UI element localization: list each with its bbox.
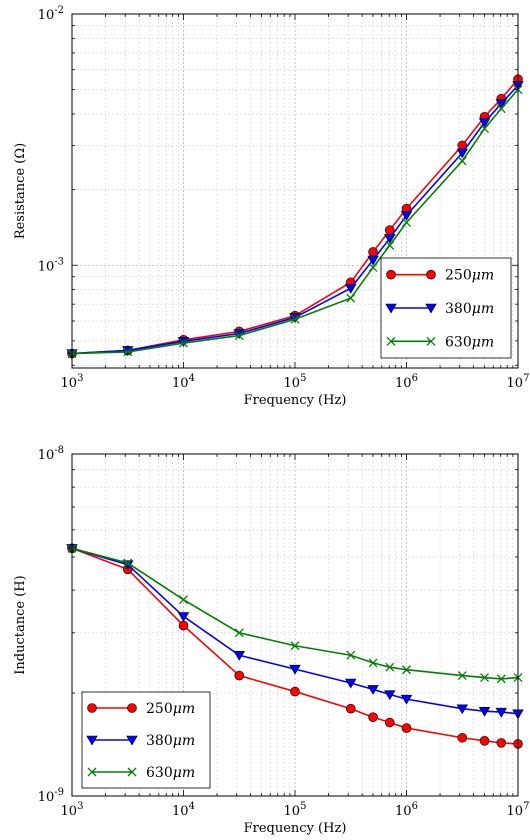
marker-x [386, 336, 396, 346]
legend-entry: 380μm [146, 733, 195, 749]
marker-circle [457, 732, 468, 743]
series-630 [67, 543, 523, 684]
x-tick-label: 104 [172, 801, 195, 819]
marker-x [127, 767, 137, 777]
marker-triangle-down [86, 735, 98, 746]
x-tick-label: 105 [284, 373, 307, 391]
legend-entry: 250μm [146, 701, 195, 717]
marker-x [234, 331, 244, 341]
marker-triangle-down [367, 255, 379, 266]
legend-entry: 630μm [146, 765, 195, 781]
grid [71, 14, 518, 368]
marker-x [123, 558, 133, 568]
marker-triangle-down [345, 284, 357, 294]
marker-x [496, 674, 506, 684]
y-tick-label: 10-3 [38, 256, 64, 274]
marker-circle [401, 723, 412, 733]
marker-triangle-down [385, 303, 397, 314]
marker-x [368, 658, 378, 668]
marker-x [385, 662, 395, 672]
marker-circle [345, 703, 356, 714]
marker-x [368, 262, 378, 272]
marker-triangle-down [400, 694, 413, 705]
marker-x [290, 641, 300, 651]
x-tick-label: 103 [61, 801, 84, 819]
x-tick-label: 106 [395, 801, 418, 819]
series-630 [67, 85, 523, 359]
x-axis-label: Frequency (Hz) [244, 393, 347, 408]
x-tick-label: 107 [507, 801, 530, 819]
marker-circle [127, 703, 137, 713]
marker-triangle-down [289, 664, 301, 675]
legend-entry: 630μm [445, 334, 494, 350]
plot-frame [71, 13, 519, 369]
marker-x [290, 314, 300, 324]
marker-circle [496, 738, 507, 748]
y-axis-label: Resistance (Ω) [13, 143, 28, 239]
legend: 250μm 380μm 630μm [380, 257, 512, 359]
marker-x [179, 338, 188, 348]
marker-x [496, 104, 506, 114]
marker-x [426, 336, 436, 346]
marker-triangle-down [456, 704, 468, 715]
marker-circle [368, 712, 378, 722]
marker-triangle-down [495, 99, 507, 110]
plot-frame [71, 453, 519, 797]
marker-triangle-down [177, 612, 190, 622]
marker-x [385, 240, 395, 250]
marker-x [480, 673, 490, 683]
x-tick-label: 104 [172, 373, 195, 391]
marker-triangle-down [400, 211, 413, 221]
legend: 250μm 380μm 630μm [81, 691, 211, 789]
marker-x [179, 595, 188, 605]
marker-triangle-down [478, 118, 491, 129]
marker-x [346, 650, 356, 660]
legend-entry: 250μm [445, 268, 494, 284]
marker-triangle-down [367, 685, 379, 695]
y-axis-label: Inductance (H) [13, 575, 28, 674]
resistance-chart: 103 104 105 106 107 10-3 10-2 Frequency (Hz) Res… [13, 5, 529, 408]
legend-entry: 380μm [445, 301, 494, 317]
marker-x [346, 293, 356, 303]
marker-x [402, 665, 411, 675]
marker-x [123, 347, 133, 357]
marker-triangle-down [233, 651, 245, 661]
marker-triangle-down [495, 707, 507, 718]
marker-triangle-down [345, 678, 357, 689]
marker-x [87, 767, 97, 777]
marker-circle [479, 736, 490, 746]
marker-triangle-down [425, 303, 437, 314]
y-tick-label: 10-2 [38, 5, 64, 23]
marker-circle [290, 686, 300, 697]
marker-circle [178, 620, 189, 631]
marker-x [480, 124, 490, 134]
x-tick-label: 103 [61, 373, 84, 391]
series-380 [66, 81, 524, 360]
marker-x [234, 628, 244, 638]
marker-triangle-down [478, 706, 491, 717]
x-tick-label: 107 [507, 373, 530, 391]
marker-triangle-down [126, 735, 138, 746]
x-tick-label: 106 [395, 373, 418, 391]
marker-triangle-down [384, 234, 396, 244]
x-tick-label: 105 [284, 801, 307, 819]
marker-circle [384, 717, 395, 728]
marker-triangle-down [384, 690, 396, 701]
x-axis-label: Frequency (Hz) [244, 821, 347, 836]
y-tick-label: 10-9 [38, 787, 64, 805]
marker-circle [234, 670, 245, 681]
marker-circle [426, 269, 436, 280]
marker-circle [386, 269, 396, 280]
marker-circle [87, 703, 97, 713]
y-tick-label: 10-8 [38, 445, 64, 463]
marker-x [402, 218, 411, 227]
inductance-chart: 103 104 105 106 107 10-9 10-8 Frequency (Hz) Ind… [13, 445, 529, 836]
marker-triangle-down [456, 148, 468, 159]
marker-x [457, 671, 467, 681]
marker-x [457, 156, 467, 166]
